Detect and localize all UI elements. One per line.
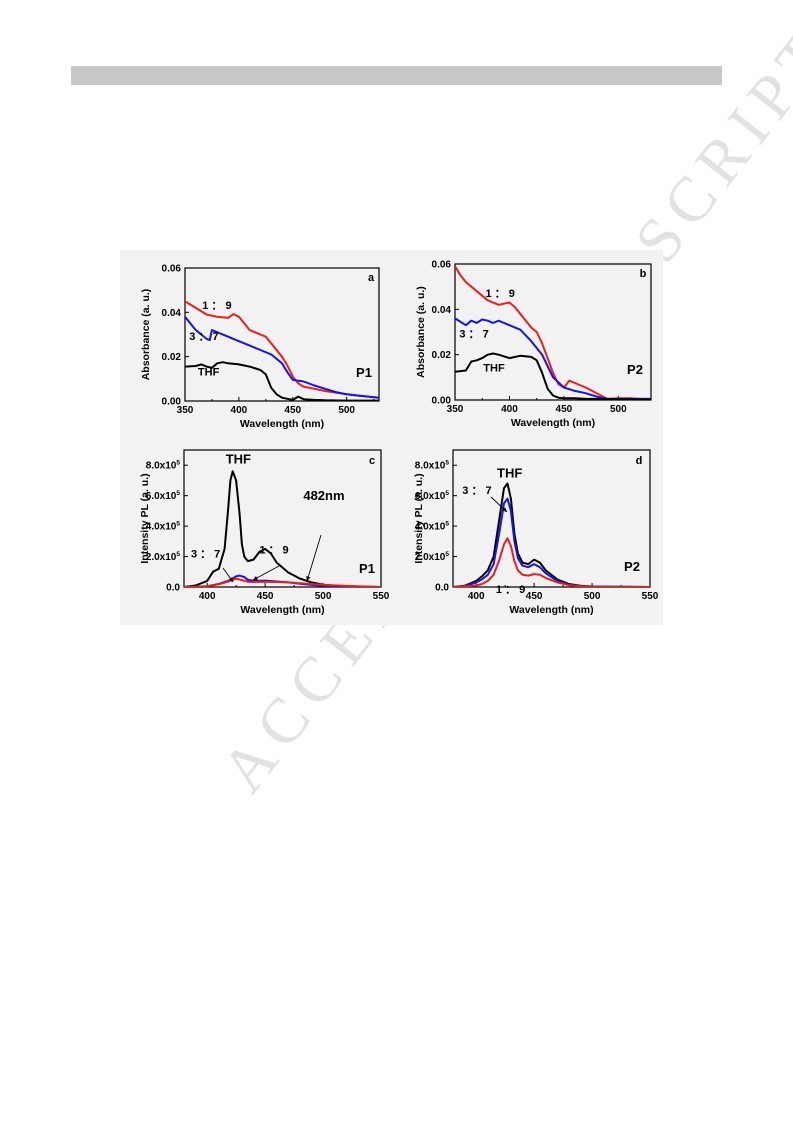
x-tick-label: 400 <box>199 591 216 602</box>
x-tick-label: 550 <box>642 591 659 602</box>
y-tick-label: 0.06 <box>162 264 182 275</box>
panel-a: 350 400 450 500 0.00 0.02 0.04 0.06 Wavelength (… <box>140 264 380 430</box>
y-axis-label: Intensity PL (a. u.) <box>139 473 151 563</box>
x-tick-label: 350 <box>177 405 194 416</box>
annotation-arrowhead <box>228 577 233 582</box>
x-tick-label: 400 <box>231 405 248 416</box>
panel-letter: c <box>369 455 375 467</box>
x-tick-label: 350 <box>447 404 464 415</box>
x-tick-label: 450 <box>257 591 274 602</box>
plot-frame <box>454 263 652 401</box>
panel-b: 350 400 450 500 0.00 0.02 0.04 0.06 Wavelength (… <box>415 260 652 429</box>
x-tick-label: 500 <box>338 405 355 416</box>
series-line-1-9 <box>185 300 379 399</box>
annotation-arrow <box>306 534 322 582</box>
sample-label: P1 <box>359 561 375 576</box>
sample-label: P2 <box>627 362 643 377</box>
plot-frame <box>184 267 380 402</box>
y-axis-label: Absorbance (a. u.) <box>415 286 427 378</box>
annotation: 3 ： 7 <box>462 485 491 497</box>
x-tick-label: 500 <box>315 591 332 602</box>
series-line-1-9 <box>184 577 381 587</box>
x-tick-label: 500 <box>584 591 601 602</box>
annotation-arrow <box>252 565 280 581</box>
annotation: 1 ： 9 <box>485 288 514 300</box>
annotation: THF <box>198 367 220 379</box>
annotation: 1 ： 9 <box>259 545 288 557</box>
panel-letter: b <box>640 268 647 280</box>
x-tick-label: 550 <box>373 591 390 602</box>
x-axis-label: Wavelength (nm) <box>240 604 324 616</box>
y-axis-label: Intensity PL (a. u.) <box>413 473 425 563</box>
series-line-THF <box>453 482 650 587</box>
annotation: 3 ： 7 <box>191 548 220 560</box>
panel-letter: d <box>636 455 643 467</box>
plot-frame <box>183 449 382 588</box>
x-tick-label: 450 <box>284 405 301 416</box>
annotation: 1 ： 9 <box>496 584 525 596</box>
x-axis-label: Wavelength (nm) <box>509 604 593 616</box>
y-tick-label: 6.0x105 <box>146 490 181 502</box>
annotation: 1 ： 9 <box>202 300 231 312</box>
y-tick-label: 6.0x105 <box>415 490 450 502</box>
header-bar <box>71 66 722 85</box>
y-tick-label: 2.0x105 <box>415 551 450 563</box>
x-axis-label: Wavelength (nm) <box>240 418 324 430</box>
y-tick-label: 0.04 <box>162 308 182 319</box>
sample-label: P2 <box>624 559 640 574</box>
y-tick-label: 0.06 <box>432 260 452 271</box>
plot-frame <box>452 449 651 588</box>
panel-d: 400 450 500 550 0.0 2.0x105 4.0x105 6.0x105 8.0x… <box>413 449 659 616</box>
y-tick-label: 0.0 <box>166 583 180 594</box>
x-tick-label: 400 <box>468 591 485 602</box>
panel-letter: a <box>368 272 375 284</box>
series-line-THF <box>184 470 381 587</box>
annotation: 3 ： 7 <box>459 329 488 341</box>
y-tick-label: 0.04 <box>432 305 452 316</box>
y-axis-label: Absorbance (a. u.) <box>140 289 152 381</box>
figure: 350 400 450 500 0.00 0.02 0.04 0.06 Wavelength (… <box>120 250 663 625</box>
figure-svg: 350 400 450 500 0.00 0.02 0.04 0.06 Wavelength (… <box>139 260 659 617</box>
x-axis-label: Wavelength (nm) <box>511 417 595 429</box>
y-tick-label: 0.00 <box>162 397 182 408</box>
annotation-arrowhead <box>502 507 507 512</box>
x-tick-label: 400 <box>501 404 518 415</box>
series-line-1-9 <box>453 537 650 587</box>
y-tick-label: 8.0x105 <box>146 460 181 472</box>
annotation: THF <box>497 465 522 480</box>
y-tick-label: 0.00 <box>432 396 452 407</box>
y-tick-label: 4.0x105 <box>146 521 181 533</box>
x-tick-label: 500 <box>610 404 627 415</box>
series-line-THF <box>185 361 379 401</box>
x-tick-label: 450 <box>526 591 543 602</box>
annotation: 482nm <box>303 488 344 503</box>
annotation: THF <box>483 363 505 375</box>
series-line-3-7 <box>185 316 379 399</box>
annotation: 3 ： 7 <box>189 331 218 343</box>
annotation-arrowhead <box>306 576 311 581</box>
x-tick-label: 450 <box>556 404 573 415</box>
y-tick-label: 0.02 <box>432 350 452 361</box>
y-tick-label: 8.0x105 <box>415 460 450 472</box>
y-tick-label: 0.0 <box>435 583 449 594</box>
sample-label: P1 <box>356 365 372 380</box>
y-tick-label: 4.0x105 <box>415 521 450 533</box>
series-line-THF <box>455 352 651 400</box>
panel-c: 400 450 500 550 0.0 2.0x105 4.0x105 6.0x105 8.0x… <box>139 449 390 616</box>
annotation-arrowhead <box>253 575 258 580</box>
y-tick-label: 2.0x105 <box>146 551 181 563</box>
annotation: THF <box>226 452 251 467</box>
y-tick-label: 0.02 <box>162 352 182 363</box>
